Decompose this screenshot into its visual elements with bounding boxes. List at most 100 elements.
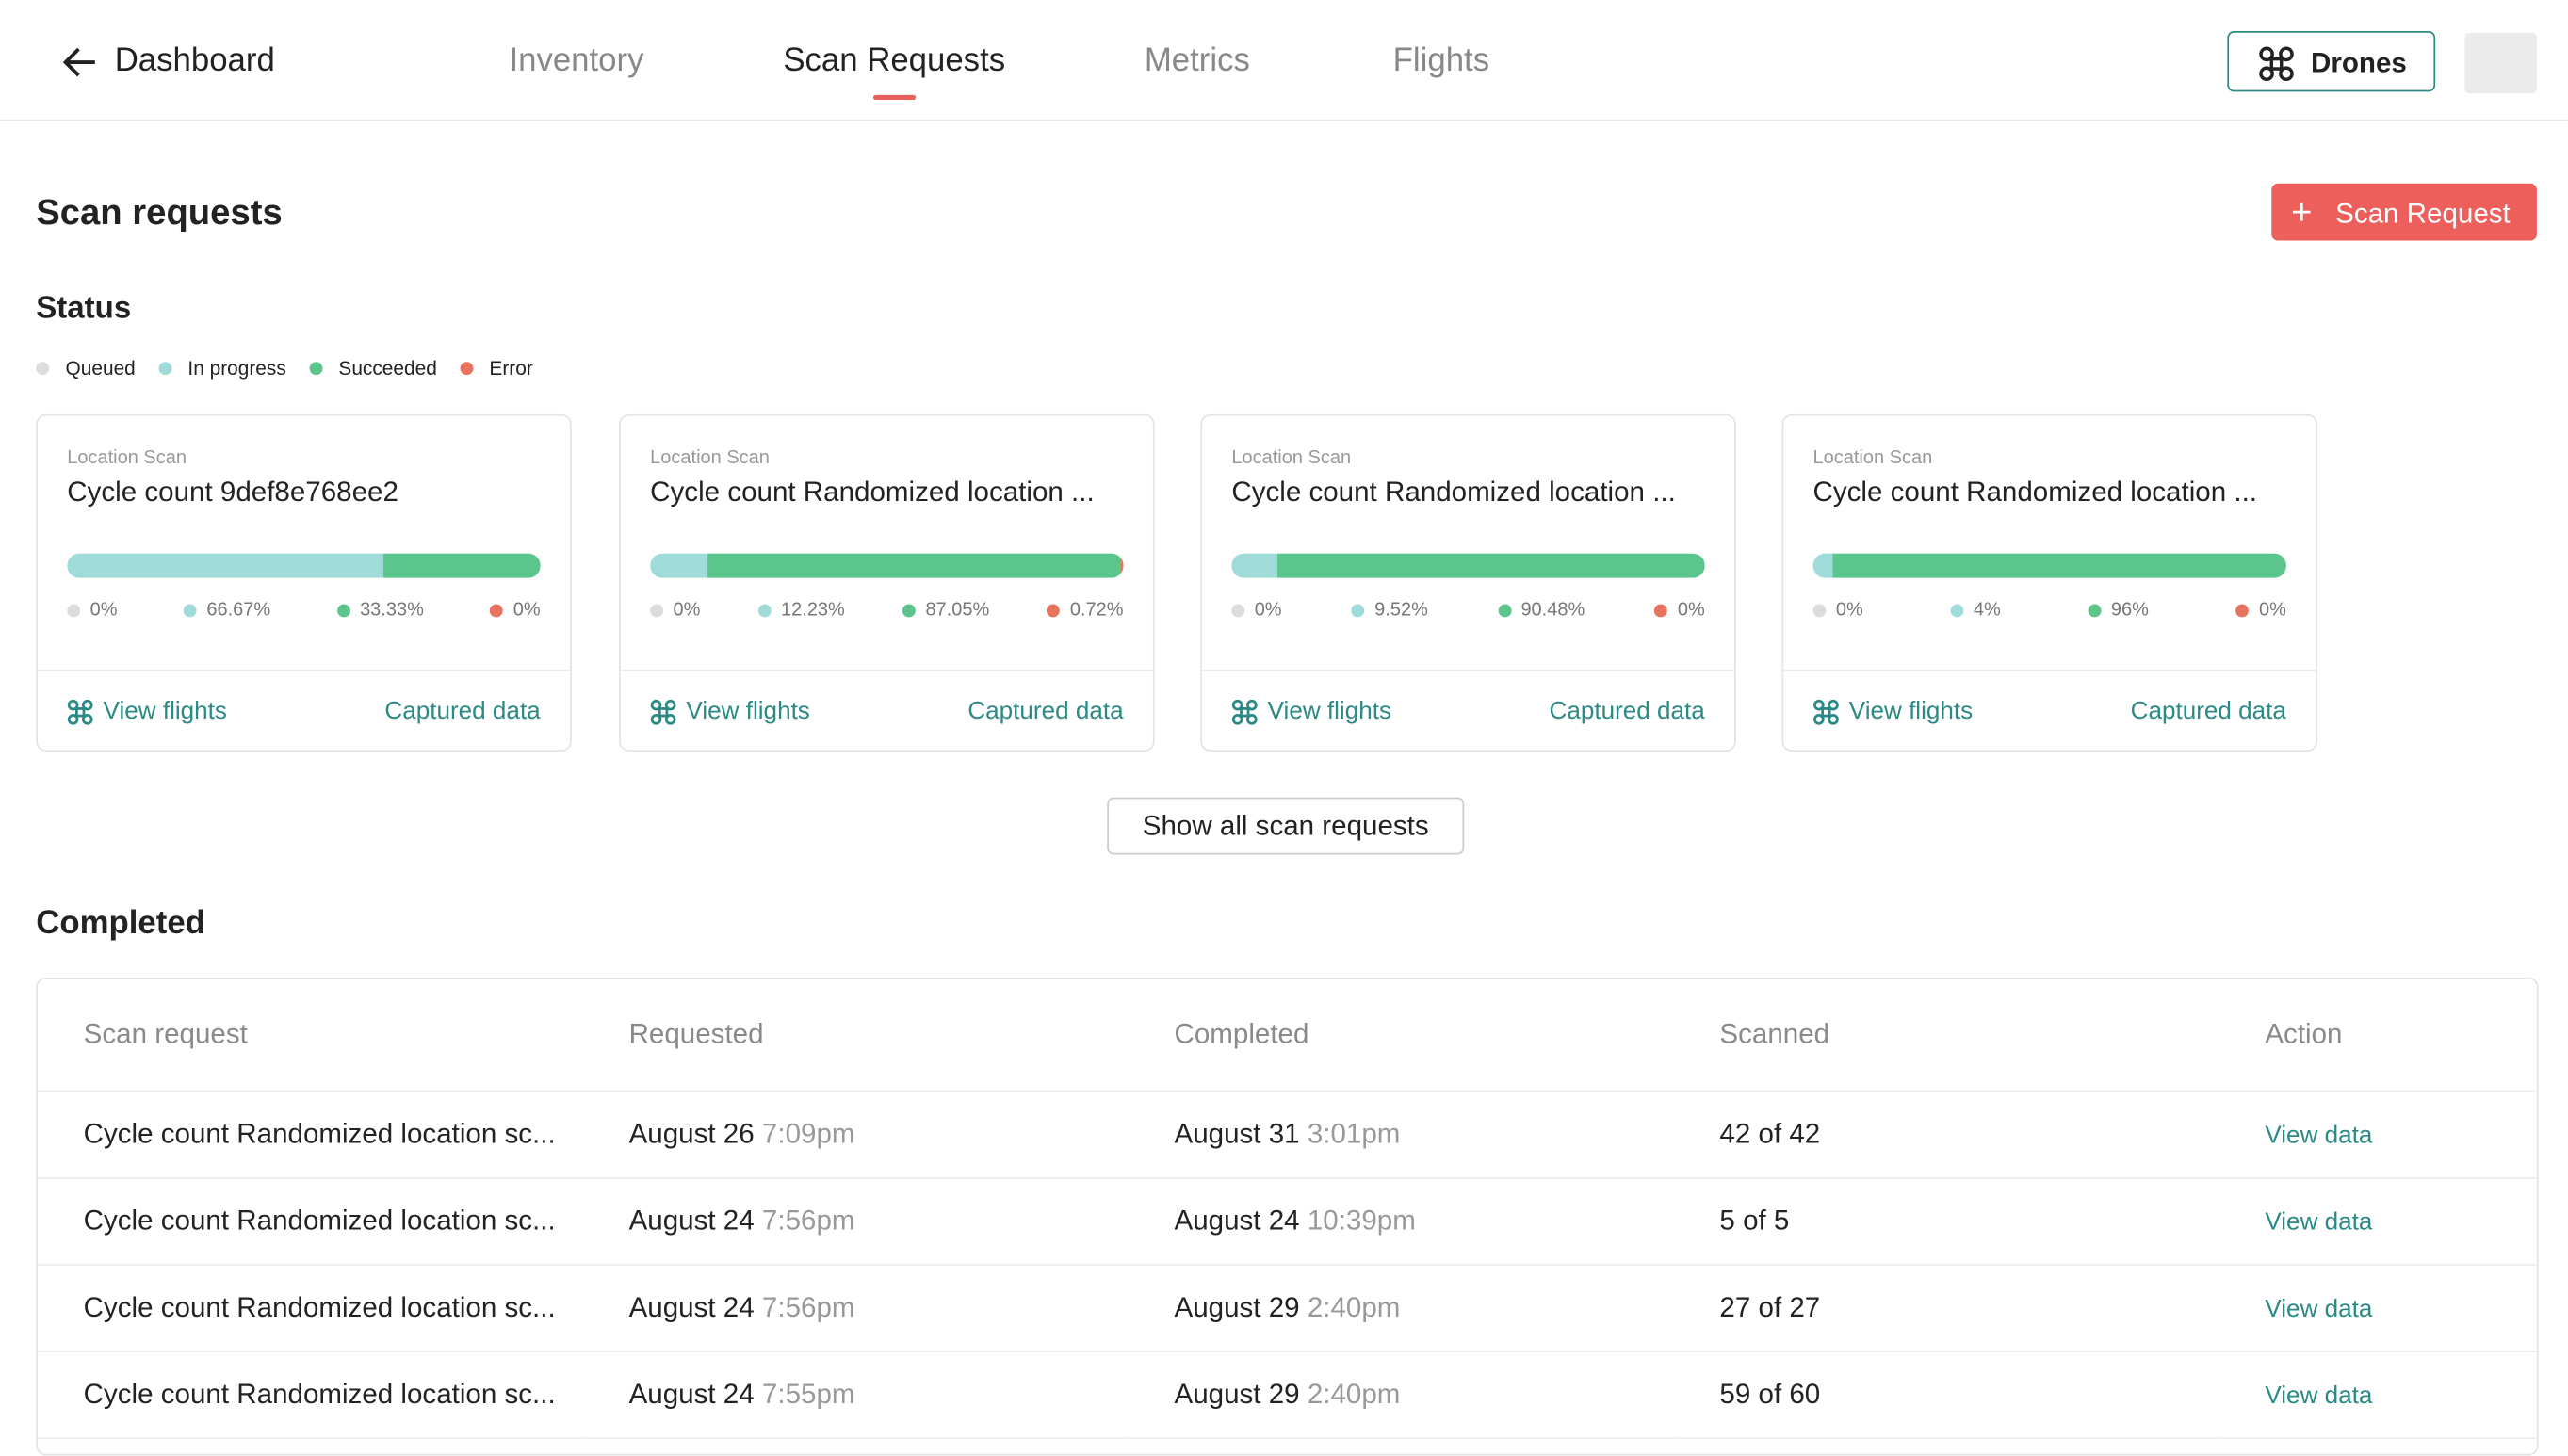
table-header: Scan request Requested Completed Scanned Act… — [37, 979, 2537, 1092]
page-title: Scan requests — [36, 191, 283, 233]
nav-item[interactable]: Scan Requests — [783, 42, 1005, 101]
captured-data-link[interactable]: Captured data — [1549, 697, 1705, 726]
legend-label: In progress — [187, 356, 286, 380]
time: 10:39pm — [1307, 1205, 1416, 1237]
scan-name: Cycle count Randomized location sc... — [37, 1091, 583, 1179]
view-flights-text: View flights — [686, 697, 810, 726]
progress-value: 96% — [2088, 601, 2149, 621]
view-flights-link[interactable]: View flights — [67, 697, 227, 726]
progress-value: 0.72% — [1047, 601, 1124, 621]
scan-card: Location Scan Cycle count Randomized loca… — [1200, 413, 1736, 752]
scan-card: Location Scan Cycle count Randomized loca… — [1781, 413, 2317, 752]
scan-name: Cycle count Randomized location sc... — [37, 1177, 583, 1266]
view-flights-link[interactable]: View flights — [650, 697, 810, 726]
status-dot — [902, 604, 917, 618]
view-data-link[interactable]: View data — [2219, 1264, 2537, 1353]
progress-label: 0% — [1835, 601, 1863, 621]
drones-label: Drones — [2311, 47, 2407, 79]
drones-button[interactable]: Drones — [2227, 31, 2436, 92]
legend-label: Succeeded — [338, 356, 437, 380]
date: August 31 — [1174, 1118, 1300, 1150]
status-dot — [1351, 604, 1365, 618]
view-flights-text: View flights — [1848, 697, 1974, 726]
progress-value: 9.52% — [1351, 601, 1428, 621]
view-flights-link[interactable]: View flights — [1813, 697, 1974, 726]
progress-label: 0% — [1254, 601, 1282, 621]
plus-icon: + — [2291, 191, 2313, 233]
legend-item: In progress — [158, 357, 286, 380]
nav-item[interactable]: Inventory — [509, 42, 644, 79]
new-scan-button[interactable]: + Scan Request — [2271, 183, 2537, 241]
captured-data-link[interactable]: Captured data — [967, 697, 1124, 726]
progress-value: 0% — [1812, 601, 1863, 621]
view-data-link[interactable]: View data — [2219, 1351, 2537, 1440]
progress-segment — [382, 553, 541, 578]
captured-data-link[interactable]: Captured data — [384, 697, 541, 726]
status-title: Status — [36, 291, 132, 326]
date: August 24 — [1174, 1205, 1300, 1237]
card-label: Location Scan — [650, 448, 770, 469]
time: 7:55pm — [761, 1378, 855, 1410]
date: August 24 — [628, 1378, 755, 1410]
progress-value: 0% — [67, 601, 118, 621]
progress-label: 0.72% — [1069, 601, 1124, 621]
progress-label: 4% — [1973, 601, 2001, 621]
progress-segment — [1119, 553, 1124, 578]
time: 2:40pm — [1307, 1378, 1401, 1410]
progress-segment — [650, 553, 708, 578]
captured-data-link[interactable]: Captured data — [2130, 697, 2286, 726]
progress-segment — [67, 553, 383, 578]
status-dot — [184, 604, 197, 618]
date-cell: August 24 7:55pm — [582, 1351, 1129, 1440]
time: 7:56pm — [761, 1291, 855, 1323]
progress-value: 33.33% — [336, 601, 424, 621]
progress-value: 4% — [1950, 601, 2001, 621]
legend: Queued In progress Succeeded Error — [36, 357, 533, 380]
nav-item[interactable]: Flights — [1392, 42, 1490, 79]
drone-icon — [1231, 698, 1258, 724]
view-data-link[interactable]: View data — [2219, 1177, 2537, 1266]
scan-name: Cycle count Randomized location sc... — [37, 1264, 583, 1353]
date-cell: August 24 7:56pm — [582, 1177, 1129, 1266]
show-all-button[interactable]: Show all scan requests — [1107, 797, 1465, 855]
progress-value: 87.05% — [902, 601, 989, 621]
back-link[interactable]: Dashboard — [114, 42, 275, 79]
scan-card: Location Scan Cycle count 9def8e768ee2 0% 6… — [36, 413, 572, 752]
top-bar: Dashboard Inventory Scan Requests Metrics F… — [0, 0, 2568, 121]
table-row: Cycle count Randomized location sc... Aug… — [37, 1177, 2537, 1266]
progress-segment — [707, 553, 1120, 578]
progress-label: 96% — [2110, 601, 2149, 621]
card-title: Cycle count Randomized location ... — [650, 476, 1095, 508]
status-dot — [1654, 604, 1668, 618]
legend-dot — [158, 362, 172, 376]
progress-segment — [1276, 553, 1705, 578]
progress-label: 90.48% — [1520, 601, 1585, 621]
progress-value: 0% — [490, 601, 541, 621]
status-dot — [336, 604, 350, 618]
column-header: Requested — [582, 979, 1129, 1092]
date-cell: August 24 10:39pm — [1128, 1177, 1674, 1266]
new-scan-label: Scan Request — [2335, 198, 2511, 230]
progress-label: 33.33% — [360, 601, 424, 621]
view-flights-text: View flights — [103, 697, 227, 726]
progress-label: 87.05% — [925, 601, 990, 621]
avatar[interactable] — [2464, 32, 2537, 94]
view-flights-link[interactable]: View flights — [1231, 698, 1391, 725]
table-row: Cycle count Randomized location sc... Aug… — [37, 1091, 2537, 1179]
nav-item[interactable]: Metrics — [1144, 42, 1250, 79]
drone-icon — [650, 698, 676, 724]
status-dot — [490, 604, 504, 618]
time: 7:09pm — [761, 1118, 855, 1150]
progress-label: 0% — [512, 601, 541, 621]
card-divider — [1783, 670, 2316, 671]
back-arrow[interactable] — [62, 46, 98, 79]
date-cell: August 29 2:40pm — [1128, 1264, 1674, 1353]
progress-value: 0% — [650, 601, 700, 621]
view-data-link[interactable]: View data — [2219, 1091, 2537, 1179]
column-header: Scan request — [37, 979, 583, 1092]
drone-icon — [1813, 698, 1839, 724]
progress-value: 90.48% — [1498, 601, 1585, 621]
progress-bar — [67, 553, 541, 578]
progress-value: 0% — [1654, 601, 1705, 621]
